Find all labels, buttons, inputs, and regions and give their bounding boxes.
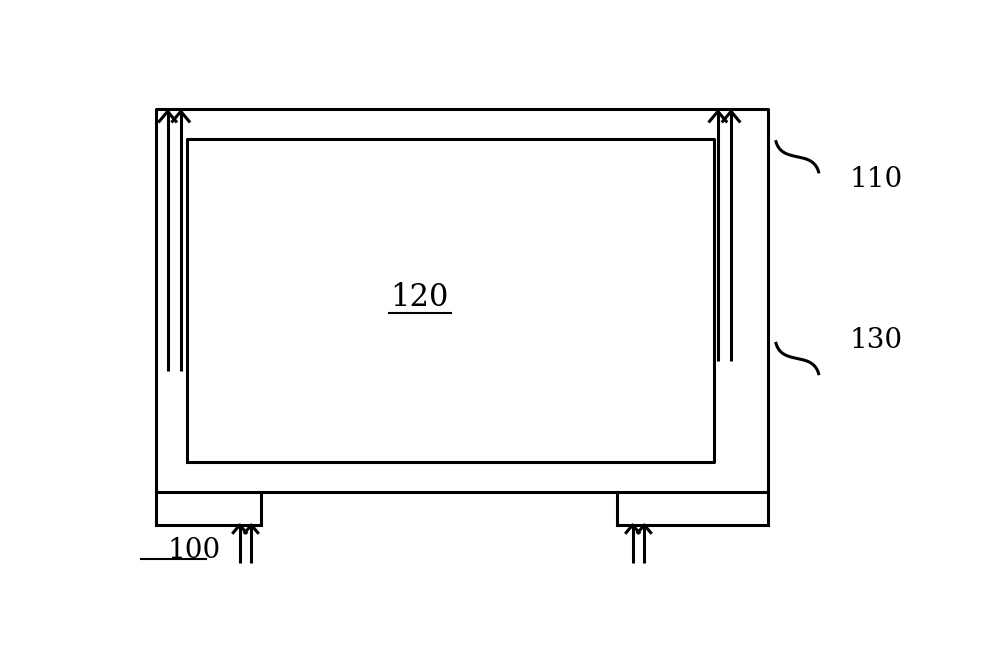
- Text: 110: 110: [850, 166, 903, 193]
- Text: 130: 130: [850, 328, 903, 354]
- Text: 120: 120: [390, 282, 449, 314]
- Text: 100: 100: [168, 536, 221, 564]
